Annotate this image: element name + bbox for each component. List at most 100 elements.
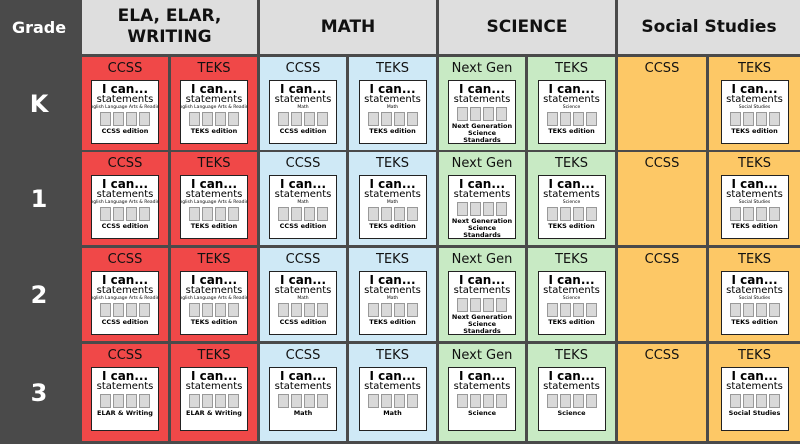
standard-label: CCSS: [285, 61, 321, 76]
cover-thumb: [457, 107, 468, 121]
cover-edition: Science: [557, 409, 586, 417]
cover-thumb: [100, 207, 111, 221]
cover-title: I can...: [101, 369, 149, 383]
product-cell: TEKS I can... statements Social Studies TEKS…: [709, 57, 800, 150]
cover-images: [367, 207, 418, 221]
cover-thumb: [572, 112, 584, 126]
cover-thumb: [470, 394, 481, 408]
product-cover[interactable]: I can... statements Math TEKS edition: [358, 175, 427, 239]
cover-thumb: [729, 394, 741, 408]
cover-thumb: [496, 298, 507, 312]
cover-title: I can...: [731, 177, 778, 191]
product-cover[interactable]: I can... statements Next Generation Scienc…: [448, 80, 516, 144]
cover-thumb: [585, 303, 597, 317]
standard-label: CCSS: [285, 156, 321, 171]
product-cover[interactable]: I can... statements English Language Arts …: [180, 80, 248, 144]
product-cover[interactable]: I can... statements English Language Arts …: [91, 271, 159, 335]
product-cell: Next Gen I can... statements Next Generatio…: [439, 152, 525, 245]
product-cover[interactable]: I can... statements Social Studies TEKS edi…: [720, 175, 789, 239]
cover-title: I can...: [458, 82, 506, 96]
product-cover[interactable]: I can... statements Science TEKS edition: [537, 80, 606, 144]
product-cover[interactable]: I can... statements English Language Arts …: [180, 175, 248, 239]
product-cover[interactable]: I can... statements Social Studies: [720, 367, 789, 431]
cover-thumb: [139, 112, 150, 126]
cover-thumb: [113, 394, 124, 408]
cover-images: [729, 112, 780, 126]
cover-thumb: [546, 394, 558, 408]
cover-thumb: [585, 112, 597, 126]
cover-thumb: [755, 207, 767, 221]
cover-thumb: [228, 112, 239, 126]
product-cell: TEKS I can... statements Science TEKS editio…: [528, 248, 615, 341]
product-cover[interactable]: I can... statements Science TEKS edition: [537, 175, 606, 239]
cover-images: [278, 112, 328, 126]
product-cover[interactable]: I can... statements Math TEKS edition: [358, 271, 427, 335]
cover-thumb: [546, 303, 558, 317]
cover-topic: Science: [562, 296, 581, 301]
cover-thumb: [202, 303, 213, 317]
product-cover[interactable]: I can... statements Math CCSS edition: [269, 175, 337, 239]
cover-thumb: [742, 207, 754, 221]
cover-thumb: [278, 207, 289, 221]
standard-label: CCSS: [107, 348, 143, 363]
cover-subtitle: statements: [96, 94, 154, 105]
product-cover[interactable]: I can... statements ELAR & Writing: [180, 367, 248, 431]
cover-thumb: [189, 394, 200, 408]
cover-title: I can...: [190, 82, 238, 96]
cover-thumb: [572, 394, 584, 408]
product-cover[interactable]: I can... statements ELAR & Writing: [91, 367, 159, 431]
cover-thumb: [393, 394, 405, 408]
cover-title: I can...: [731, 273, 778, 287]
cover-images: [457, 394, 507, 408]
cover-thumb: [317, 303, 328, 317]
product-cell: Next Gen I can... statements Science: [439, 344, 525, 441]
cover-edition: TEKS edition: [548, 318, 595, 326]
product-cover[interactable]: I can... statements Science: [448, 367, 516, 431]
cover-subtitle: statements: [453, 381, 511, 392]
grade-label: 2: [0, 248, 78, 341]
product-cover[interactable]: I can... statements Math: [269, 367, 337, 431]
cover-thumb: [585, 207, 597, 221]
cover-thumb: [406, 303, 418, 317]
cover-thumb: [278, 112, 289, 126]
standard-label: CCSS: [285, 348, 321, 363]
cover-title: I can...: [548, 273, 595, 287]
product-cover[interactable]: I can... statements English Language Arts …: [180, 271, 248, 335]
product-cover[interactable]: I can... statements Math TEKS edition: [358, 80, 427, 144]
product-cover[interactable]: I can... statements Math CCSS edition: [269, 80, 337, 144]
cover-title: I can...: [101, 82, 149, 96]
cover-title: I can...: [190, 177, 238, 191]
cover-topic: Math: [297, 200, 309, 205]
cover-thumb: [189, 303, 200, 317]
cover-thumb: [291, 112, 302, 126]
product-cover[interactable]: I can... statements Math CCSS edition: [269, 271, 337, 335]
product-cover[interactable]: I can... statements Next Generation Scienc…: [448, 175, 516, 239]
cover-edition: CCSS edition: [101, 222, 149, 230]
product-cover[interactable]: I can... statements Science: [537, 367, 606, 431]
product-cover[interactable]: I can... statements English Language Arts …: [91, 80, 159, 144]
product-cover[interactable]: I can... statements Science TEKS edition: [537, 271, 606, 335]
cover-thumb: [100, 394, 111, 408]
product-cover[interactable]: I can... statements English Language Arts …: [91, 175, 159, 239]
cover-subtitle: statements: [185, 189, 243, 200]
product-cover[interactable]: I can... statements Social Studies TEKS edi…: [720, 271, 789, 335]
cover-edition: Next Generation Science Standards: [451, 217, 513, 239]
cover-thumb: [126, 394, 137, 408]
cover-topic: English Language Arts & Reading: [180, 200, 248, 205]
cover-subtitle: statements: [185, 381, 243, 392]
standard-label: TEKS: [555, 61, 588, 76]
cover-thumb: [457, 394, 468, 408]
cover-images: [189, 394, 239, 408]
product-cover[interactable]: I can... statements Next Generation Scienc…: [448, 271, 516, 335]
cover-thumb: [755, 394, 767, 408]
product-cover[interactable]: I can... statements Social Studies TEKS edi…: [720, 80, 789, 144]
cover-thumb: [380, 112, 392, 126]
cover-thumb: [100, 112, 111, 126]
product-cell: CCSS: [618, 152, 706, 245]
cover-title: I can...: [369, 177, 416, 191]
cover-edition: Math: [383, 409, 402, 417]
cover-subtitle: statements: [96, 189, 154, 200]
product-cell: CCSS I can... statements ELAR & Writing: [82, 344, 168, 441]
product-cover[interactable]: I can... statements Math: [358, 367, 427, 431]
cover-thumb: [228, 207, 239, 221]
